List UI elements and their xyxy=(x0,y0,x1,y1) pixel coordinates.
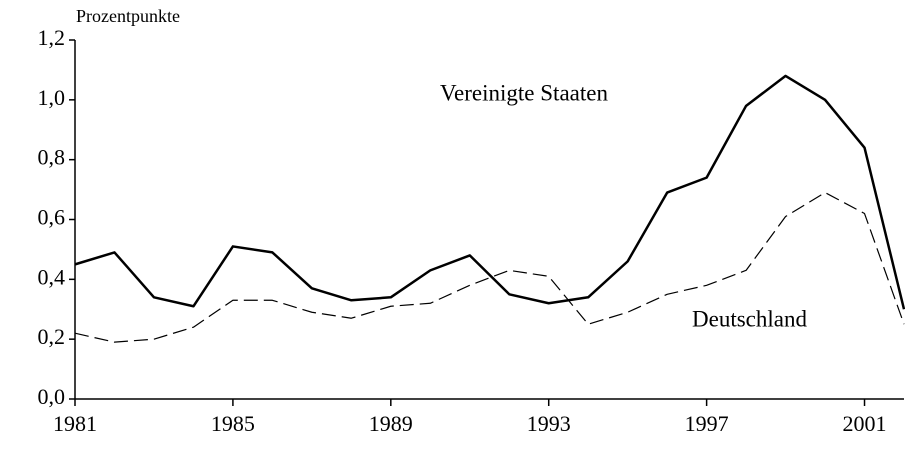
x-tick-label: 2001 xyxy=(843,411,887,436)
y-tick-label: 0,4 xyxy=(38,264,66,289)
y-tick-label: 1,2 xyxy=(38,25,66,50)
x-tick-label: 1989 xyxy=(369,411,413,436)
x-tick-label: 1981 xyxy=(53,411,97,436)
x-tick-label: 1985 xyxy=(211,411,255,436)
y-tick-label: 0,8 xyxy=(38,145,66,170)
y-tick-label: 0,6 xyxy=(38,205,66,230)
x-tick-label: 1997 xyxy=(685,411,729,436)
series-line xyxy=(74,191,905,343)
series-line xyxy=(74,74,905,310)
series-label: Deutschland xyxy=(692,306,807,331)
series-label: Vereinigte Staaten xyxy=(440,80,608,105)
y-tick-label: 0,2 xyxy=(38,324,66,349)
x-tick-label: 1993 xyxy=(527,411,571,436)
y-tick-label: 0,0 xyxy=(38,384,66,409)
y-axis-label: Prozentpunkte xyxy=(76,6,180,26)
y-tick-label: 1,0 xyxy=(38,85,66,110)
